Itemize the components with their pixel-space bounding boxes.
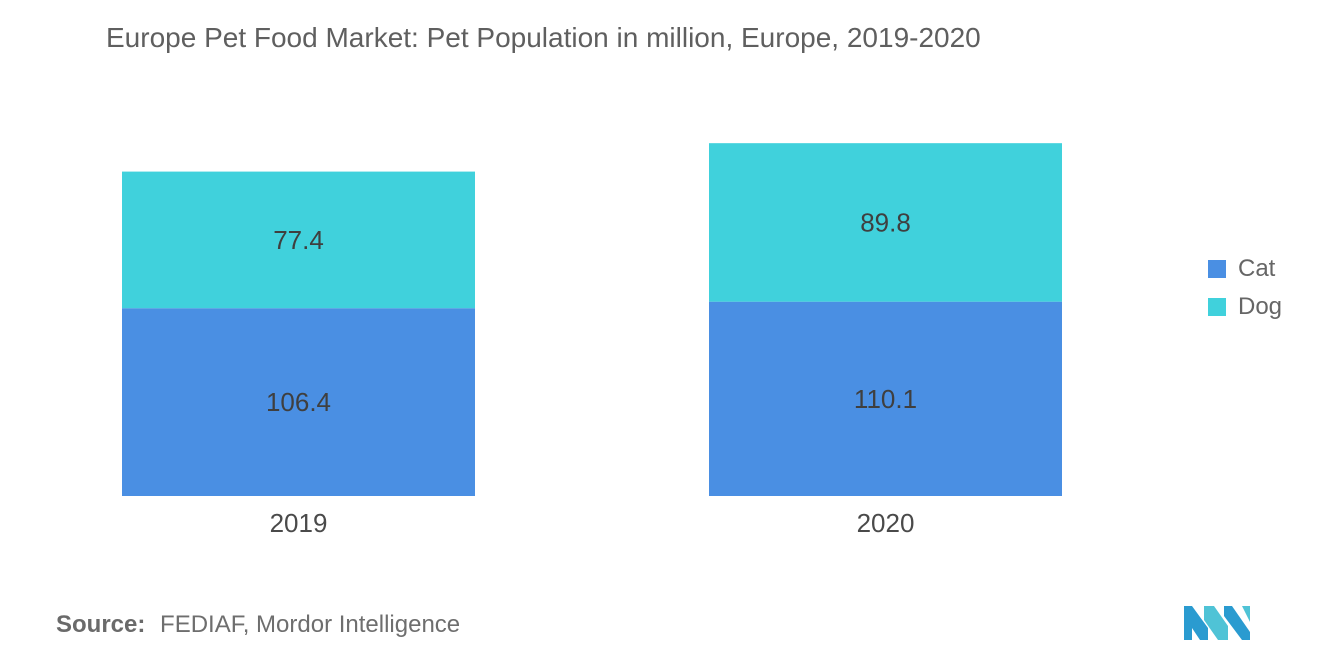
mordor-intelligence-logo-icon [1184, 606, 1250, 640]
x-tick-label-2020: 2020 [857, 508, 915, 538]
source-label: Source: [56, 611, 146, 638]
legend-label-dog: Dog [1238, 293, 1283, 320]
data-label-dog-2019: 77.4 [273, 225, 324, 255]
source-text: FEDIAF, Mordor Intelligence [160, 611, 461, 638]
bar-dog-2020 [709, 143, 1062, 302]
legend-label-cat: Cat [1238, 255, 1276, 282]
chart-legend: Cat Dog [1208, 250, 1282, 326]
bar-cat-2020 [709, 301, 1062, 496]
data-label-cat-2019: 106.4 [266, 387, 331, 417]
legend-item-cat: Cat [1208, 250, 1282, 288]
data-label-cat-2020: 110.1 [854, 384, 917, 414]
source-note: Source: FEDIAF, Mordor Intelligence [56, 611, 460, 639]
legend-swatch-dog [1208, 298, 1226, 316]
legend-item-dog: Dog [1208, 288, 1282, 326]
chart-title: Europe Pet Food Market: Pet Population i… [106, 22, 981, 53]
data-label-dog-2020: 89.8 [860, 207, 911, 237]
bar-cat-2019 [122, 308, 475, 496]
legend-swatch-cat [1208, 260, 1226, 278]
bar-dog-2019 [122, 171, 475, 309]
x-tick-label-2019: 2019 [270, 508, 328, 538]
